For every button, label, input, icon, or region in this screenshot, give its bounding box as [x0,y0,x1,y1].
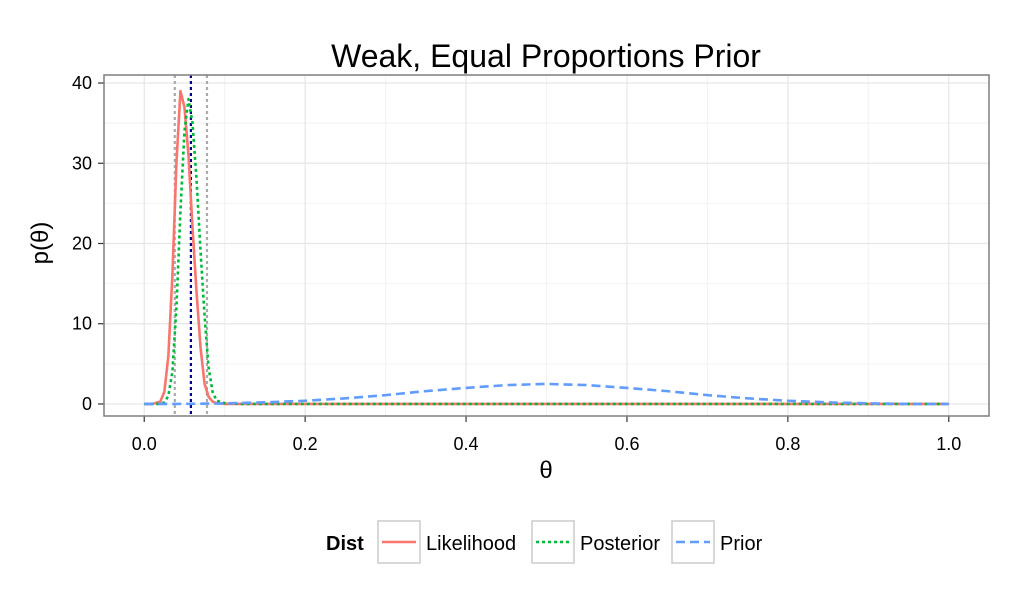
plot-border [103,74,990,417]
series-line-prior [144,382,949,406]
legend: Likelihood Posterior Prior [377,520,763,564]
legend-label-likelihood: Likelihood [426,533,516,555]
x-axis-title: θ [539,457,552,484]
y-tick-label: 0 [82,394,92,414]
y-tick-label: 40 [72,73,92,93]
grid-lines [104,75,989,416]
y-axis-title: p(θ) [27,222,54,265]
reference-lines [173,75,209,416]
legend-label-posterior: Posterior [580,533,660,555]
x-tick-label: 0.2 [293,434,318,454]
axis-ticks: 0.0 0.2 0.4 0.6 0.8 1.0 0 10 20 30 40 [72,73,961,454]
legend-title: Dist [326,533,364,555]
y-tick-label: 30 [72,153,92,173]
x-tick-label: 0.8 [775,434,800,454]
y-tick-label: 10 [72,314,92,334]
x-tick-label: 0.4 [454,434,479,454]
series-lines [144,89,949,406]
chart-title: Weak, Equal Proportions Prior [331,38,761,74]
series-line-posterior [144,97,949,406]
legend-label-prior: Prior [720,533,763,555]
x-tick-label: 0.0 [132,434,157,454]
y-tick-label: 20 [72,233,92,253]
x-tick-label: 1.0 [936,434,961,454]
x-tick-label: 0.6 [614,434,639,454]
